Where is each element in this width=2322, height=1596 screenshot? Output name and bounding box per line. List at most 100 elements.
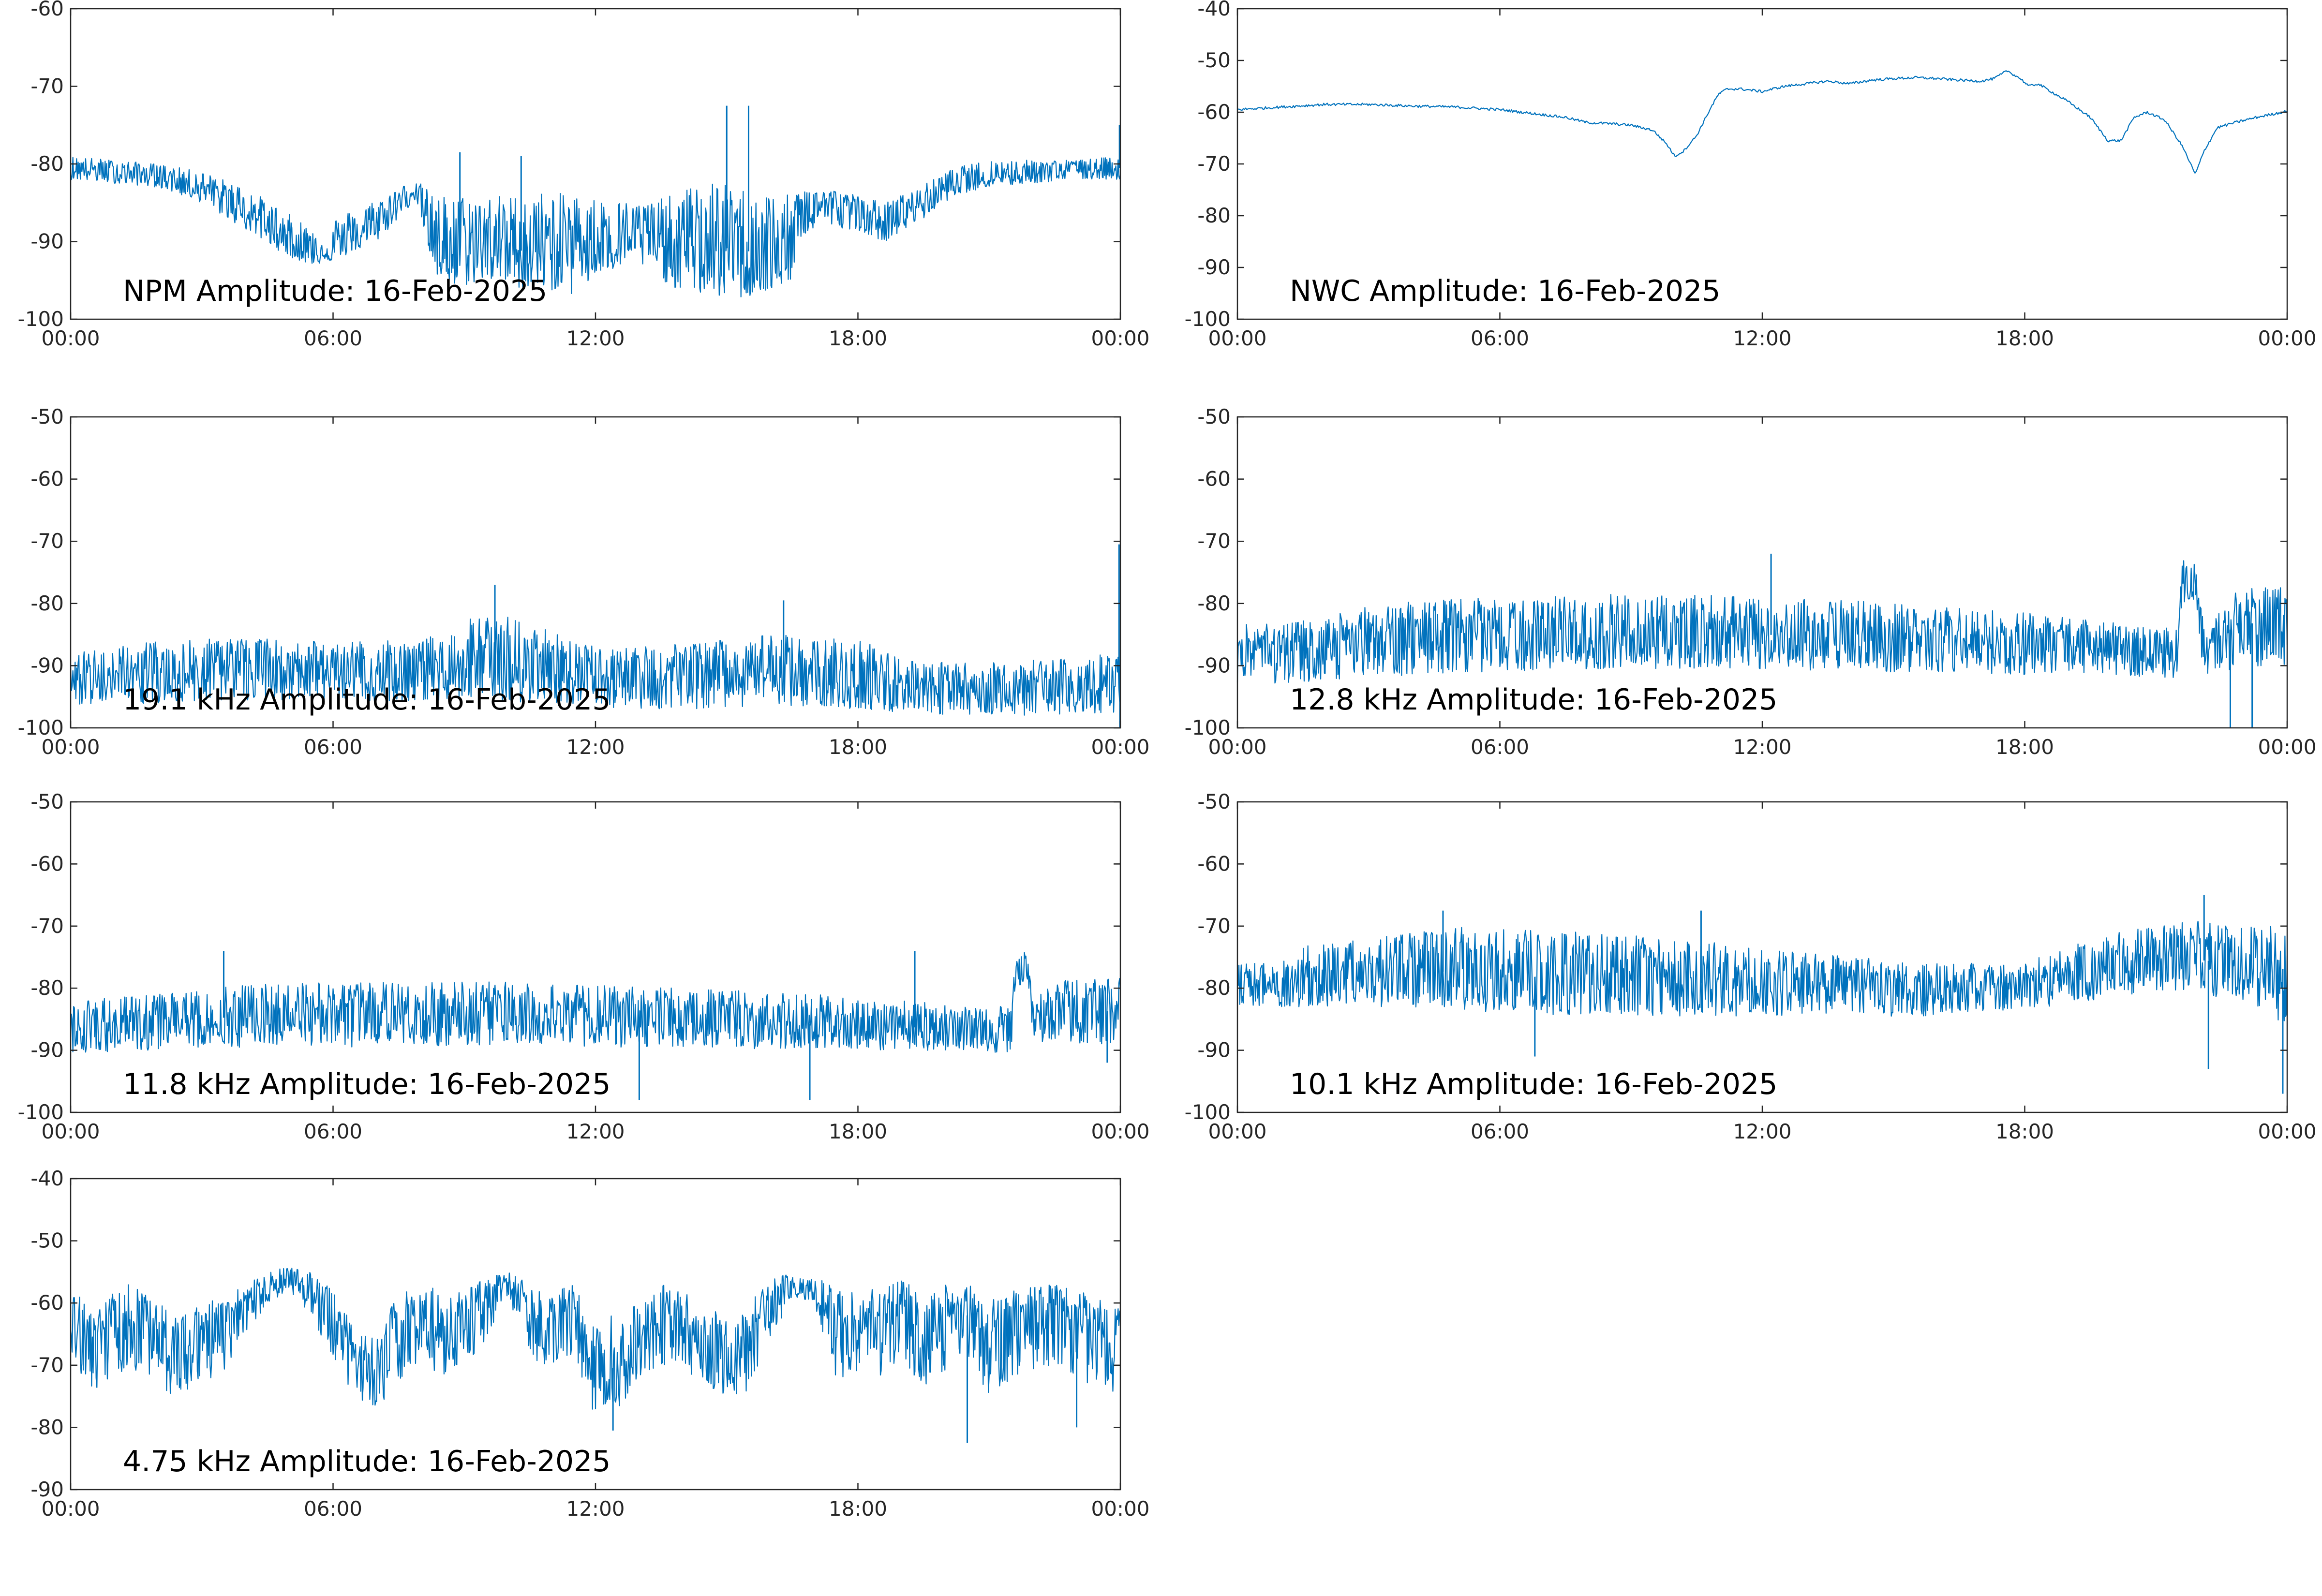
y-tick-label: -80 [30, 591, 64, 615]
y-tick-label: -100 [18, 716, 64, 739]
x-tick-label: 00:00 [1208, 326, 1266, 350]
x-tick-label: 06:00 [1471, 735, 1529, 759]
x-tick-label: 12:00 [566, 1120, 625, 1143]
panel-title: NWC Amplitude: 16-Feb-2025 [1290, 274, 1721, 308]
x-tick-label: 00:00 [1091, 326, 1149, 350]
data-trace [70, 617, 1121, 716]
plot-frame [1236, 416, 2288, 729]
y-tick-label: -50 [30, 405, 64, 429]
data-trace [1236, 920, 2288, 1021]
panel-title: 19.1 kHz Amplitude: 16-Feb-2025 [123, 683, 610, 717]
x-tick-label: 06:00 [304, 1497, 362, 1521]
y-tick-label: -80 [1197, 976, 1231, 1000]
y-tick-label: -80 [30, 152, 64, 176]
y-tick-label: -80 [1197, 591, 1231, 615]
x-tick-label: 00:00 [41, 326, 100, 350]
y-tick-label: -60 [30, 852, 64, 875]
chart-panel-nwc: 00:00 06:00 12:00 18:00 00:00-100-90-80-70-6… [1185, 0, 2317, 350]
plot-frame [1236, 8, 2288, 320]
x-tick-label: 00:00 [1208, 735, 1266, 759]
x-tick-label: 06:00 [1471, 326, 1529, 350]
y-tick-label: -50 [30, 790, 64, 813]
y-tick-label: -80 [30, 1415, 64, 1439]
panel-title: 11.8 kHz Amplitude: 16-Feb-2025 [123, 1067, 610, 1101]
y-tick-label: -100 [1185, 1100, 1231, 1124]
y-tick-label: -60 [1197, 467, 1231, 491]
panel-title: 4.75 kHz Amplitude: 16-Feb-2025 [123, 1445, 610, 1478]
y-tick-label: -90 [1197, 255, 1231, 279]
y-tick-label: -70 [1197, 529, 1231, 553]
x-tick-label: 12:00 [566, 326, 625, 350]
panel-title: 10.1 kHz Amplitude: 16-Feb-2025 [1290, 1067, 1777, 1101]
data-trace [70, 1268, 1121, 1410]
x-tick-label: 18:00 [829, 326, 887, 350]
chart-panel-npm: 00:00 06:00 12:00 18:00 00:00-100-90-80-70-6… [18, 0, 1150, 350]
y-tick-label: -60 [30, 0, 64, 20]
data-trace [1236, 560, 2288, 684]
y-tick-label: -90 [30, 1478, 64, 1501]
y-tick-label: -60 [30, 467, 64, 491]
chart-panel-12-8-khz: 00:00 06:00 12:00 18:00 00:00-100-90-80-70-6… [1185, 405, 2317, 759]
chart-panel-4-75-khz: 00:00 06:00 12:00 18:00 00:00-90-80-70-60-50… [30, 1167, 1149, 1521]
y-tick-label: -50 [1197, 405, 1231, 429]
x-tick-label: 00:00 [41, 1120, 100, 1143]
chart-panel-11-8-khz: 00:00 06:00 12:00 18:00 00:00-100-90-80-70-6… [18, 790, 1150, 1143]
y-tick-label: -50 [1197, 790, 1231, 813]
y-tick-label: -100 [1185, 716, 1231, 739]
x-tick-label: 00:00 [2258, 735, 2316, 759]
x-tick-label: 00:00 [2258, 1120, 2316, 1143]
data-trace [70, 952, 1121, 1053]
x-tick-label: 12:00 [1733, 326, 1791, 350]
x-tick-label: 18:00 [829, 735, 887, 759]
y-tick-label: -90 [30, 653, 64, 677]
x-tick-label: 00:00 [1208, 1120, 1266, 1143]
plot-frame [1236, 801, 2288, 1113]
plot-frame [70, 8, 1121, 320]
y-tick-label: -60 [30, 1291, 64, 1315]
x-tick-label: 06:00 [304, 1120, 362, 1143]
y-tick-label: -90 [30, 230, 64, 253]
x-tick-label: 00:00 [1091, 1120, 1149, 1143]
panel-title: 12.8 kHz Amplitude: 16-Feb-2025 [1290, 683, 1777, 717]
y-tick-label: -40 [1197, 0, 1231, 20]
y-tick-label: -90 [30, 1038, 64, 1062]
y-tick-label: -100 [18, 307, 64, 331]
y-tick-label: -50 [1197, 48, 1231, 72]
panel-title: NPM Amplitude: 16-Feb-2025 [123, 274, 547, 308]
y-tick-label: -100 [18, 1100, 64, 1124]
x-tick-label: 18:00 [1995, 1120, 2054, 1143]
x-tick-label: 00:00 [1091, 1497, 1149, 1521]
data-trace [1237, 70, 2288, 174]
y-tick-label: -70 [30, 1353, 64, 1377]
x-tick-label: 18:00 [829, 1120, 887, 1143]
x-tick-label: 18:00 [1995, 735, 2054, 759]
y-tick-label: -100 [1185, 307, 1231, 331]
y-tick-label: -70 [30, 914, 64, 938]
x-tick-label: 00:00 [41, 1497, 100, 1521]
x-tick-label: 12:00 [1733, 735, 1791, 759]
chart-panel-10-1-khz: 00:00 06:00 12:00 18:00 00:00-100-90-80-70-6… [1185, 790, 2317, 1143]
chart-panel-19-1-khz: 00:00 06:00 12:00 18:00 00:00-100-90-80-70-6… [18, 405, 1150, 759]
y-tick-label: -50 [30, 1229, 64, 1253]
y-tick-label: -60 [1197, 100, 1231, 124]
y-tick-label: -70 [1197, 914, 1231, 938]
y-tick-label: -80 [1197, 204, 1231, 227]
y-tick-label: -40 [30, 1167, 64, 1190]
y-tick-label: -80 [30, 976, 64, 1000]
x-tick-label: 00:00 [2258, 326, 2316, 350]
y-tick-label: -70 [30, 74, 64, 98]
x-tick-label: 06:00 [304, 735, 362, 759]
plot-frame [70, 801, 1121, 1113]
x-tick-label: 00:00 [1091, 735, 1149, 759]
y-tick-label: -60 [1197, 852, 1231, 875]
x-tick-label: 06:00 [304, 326, 362, 350]
x-tick-label: 12:00 [566, 735, 625, 759]
y-tick-label: -90 [1197, 1038, 1231, 1062]
y-tick-label: -90 [1197, 653, 1231, 677]
x-tick-label: 18:00 [1995, 326, 2054, 350]
data-trace [70, 157, 1121, 297]
y-tick-label: -70 [1197, 152, 1231, 176]
y-tick-label: -70 [30, 529, 64, 553]
x-tick-label: 06:00 [1471, 1120, 1529, 1143]
